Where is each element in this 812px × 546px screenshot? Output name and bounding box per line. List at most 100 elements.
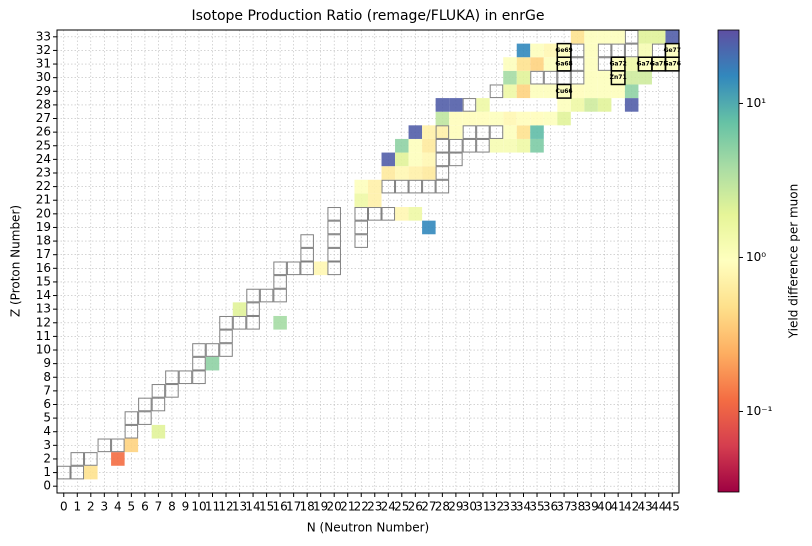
annotation: Ge77: [664, 47, 681, 54]
outlined-cell: [124, 424, 139, 439]
y-tick-label: 31: [36, 57, 51, 71]
cell: [530, 84, 544, 99]
y-tick-label: 26: [36, 125, 51, 139]
y-tick-label: 16: [36, 261, 51, 275]
cell: [232, 302, 247, 316]
outlined-cell: [489, 125, 504, 139]
colorbar-label: Yield difference per muon: [787, 184, 801, 339]
outlined-cell: [435, 152, 450, 167]
y-tick-label: 23: [36, 165, 51, 179]
x-tick-label: 3: [101, 500, 109, 514]
annotation: Ga75: [650, 61, 667, 68]
x-tick-label: 23: [367, 500, 382, 514]
outlined-cell: [246, 315, 260, 330]
cell: [462, 111, 477, 126]
outlined-cell: [273, 288, 287, 303]
outlined-cell: [327, 234, 341, 248]
annotation: Ga68: [555, 61, 572, 68]
cell: [368, 193, 382, 208]
outlined-cell: [449, 138, 463, 153]
outlined-cell: [232, 315, 247, 330]
cell: [124, 438, 139, 453]
cell: [557, 43, 571, 58]
y-tick-label: 1: [43, 465, 51, 479]
cell: [530, 111, 544, 126]
colorbar: [717, 29, 740, 493]
annotation: Ga76: [664, 61, 681, 68]
cell: [476, 111, 490, 126]
outlined-cell: [435, 138, 450, 153]
cell: [449, 111, 463, 126]
cell: [597, 84, 612, 99]
y-tick-label: 3: [43, 438, 51, 452]
cell: [611, 70, 625, 85]
y-tick-label: 20: [36, 206, 51, 220]
x-tick-label: 8: [168, 500, 176, 514]
cell: [422, 220, 436, 235]
cell: [503, 57, 517, 71]
outlined-cell: [219, 315, 233, 330]
outlined-cell: [219, 343, 233, 357]
cell: [638, 43, 652, 58]
x-tick-label: 38: [570, 500, 585, 514]
x-tick-label: 31: [475, 500, 490, 514]
annotation-box: [556, 56, 572, 72]
cell: [543, 111, 558, 126]
cell: [435, 98, 450, 112]
x-tick-label: 27: [421, 500, 436, 514]
cell: [624, 57, 639, 71]
y-tick-label: 17: [36, 247, 51, 261]
x-tick-label: 7: [155, 500, 163, 514]
x-tick-label: 39: [583, 500, 598, 514]
outlined-cell: [327, 220, 341, 235]
colorbar-tick-label: 10⁻¹: [746, 404, 773, 418]
y-tick-label: 29: [36, 84, 51, 98]
cell: [313, 261, 328, 276]
cell: [530, 125, 544, 139]
x-tick-label: 13: [232, 500, 247, 514]
cell: [624, 70, 639, 85]
outlined-cell: [476, 138, 490, 153]
cell: [273, 315, 287, 330]
y-tick-label: 19: [36, 220, 51, 234]
cell: [408, 152, 423, 167]
outlined-cell: [462, 138, 477, 153]
y-tick-label: 33: [36, 29, 51, 43]
cell: [557, 57, 571, 71]
x-tick-label: 43: [638, 500, 653, 514]
x-tick-label: 17: [286, 500, 301, 514]
outlined-cell: [178, 370, 193, 385]
cell: [422, 138, 436, 153]
outlined-cell: [435, 166, 450, 180]
y-tick-label: 13: [36, 302, 51, 316]
x-tick-label: 4: [114, 500, 122, 514]
outlined-cell: [124, 411, 139, 425]
y-tick-label: 6: [43, 397, 51, 411]
x-tick-label: 0: [60, 500, 68, 514]
annotation-box: [556, 83, 572, 99]
outlined-cell: [354, 234, 369, 248]
x-tick-label: 12: [218, 500, 233, 514]
outlined-cell: [111, 438, 125, 453]
cell: [530, 138, 544, 153]
x-tick-label: 37: [556, 500, 571, 514]
outlined-cell: [273, 261, 287, 276]
outlined-cell: [300, 247, 314, 262]
outlined-cell: [395, 179, 409, 194]
cell: [476, 98, 490, 112]
cell: [449, 98, 463, 112]
cell: [584, 43, 598, 58]
cell: [597, 70, 612, 85]
cell: [395, 166, 409, 180]
annotation-box: [610, 70, 626, 86]
y-tick-label: 5: [43, 411, 51, 425]
outlined-cell: [70, 452, 85, 466]
cell: [584, 57, 598, 71]
cell: [422, 125, 436, 139]
outlined-cell: [489, 84, 504, 99]
y-tick-label: 8: [43, 370, 51, 384]
outlined-cell: [381, 207, 396, 221]
cell: [368, 179, 382, 194]
cell: [557, 84, 571, 99]
